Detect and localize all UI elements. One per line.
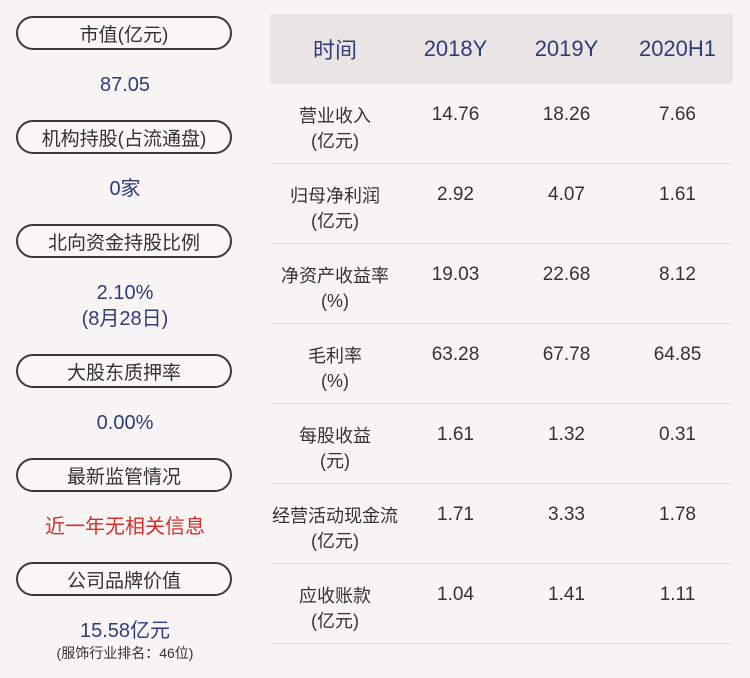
row-label-unit: (亿元)	[311, 611, 359, 631]
cell-2020h1: 64.85	[653, 344, 702, 365]
row-label-name: 归母净利润	[290, 186, 380, 206]
table-row: 营业收入 (亿元) 14.76 18.26 7.66	[270, 84, 733, 164]
cell-2020h1: 1.61	[659, 184, 696, 205]
row-label-name: 净资产收益率	[281, 266, 389, 286]
table-row: 净资产收益率 (%) 19.03 22.68 8.12	[270, 244, 733, 324]
institutional-holding-label: 机构持股(占流通盘)	[16, 120, 232, 154]
cell-2018y: 19.03	[431, 264, 480, 285]
brand-value-value: 15.58亿元	[79, 620, 171, 642]
header-time: 时间	[312, 38, 357, 63]
row-label-name: 经营活动现金流	[272, 506, 398, 526]
summary-panel: 市值(亿元) 87.05 机构持股(占流通盘) 0家 北向资金持股比例 2.10…	[0, 0, 250, 678]
cell-2018y: 2.92	[437, 184, 474, 205]
pledge-ratio-label: 大股东质押率	[16, 354, 232, 388]
table-row: 毛利率 (%) 63.28 67.78 64.85	[270, 324, 733, 404]
cell-2019y: 18.26	[542, 104, 591, 125]
cell-2019y: 1.41	[548, 584, 585, 605]
financial-table: 时间 2018Y 2019Y 2020H1 营业收入 (亿元) 14.76 18…	[270, 14, 733, 644]
institutional-holding-value: 0家	[109, 178, 141, 200]
cell-2020h1: 7.66	[659, 104, 696, 125]
cell-2020h1: 1.78	[659, 504, 696, 525]
cell-2018y: 14.76	[431, 104, 480, 125]
row-label: 净资产收益率 (%)	[270, 244, 400, 323]
row-label: 每股收益 (元)	[270, 404, 400, 483]
header-2020h1: 2020H1	[638, 36, 717, 61]
northbound-holding-label: 北向资金持股比例	[16, 224, 232, 258]
table-header: 时间 2018Y 2019Y 2020H1	[270, 14, 733, 84]
row-label-unit: (亿元)	[311, 211, 359, 231]
northbound-holding-value: 2.10%	[96, 282, 154, 304]
cell-2019y: 67.78	[542, 344, 591, 365]
row-label: 毛利率 (%)	[270, 324, 400, 403]
row-label-name: 每股收益	[299, 426, 371, 446]
cell-2019y: 22.68	[542, 264, 591, 285]
header-2018y: 2018Y	[423, 36, 488, 61]
row-label: 营业收入 (亿元)	[270, 84, 400, 163]
header-2019y: 2019Y	[534, 36, 599, 61]
cell-2018y: 1.61	[437, 424, 474, 445]
row-label: 归母净利润 (亿元)	[270, 164, 400, 243]
row-label-unit: (元)	[320, 451, 350, 471]
cell-2018y: 1.04	[437, 584, 474, 605]
row-label-name: 营业收入	[299, 106, 371, 126]
cell-2020h1: 0.31	[659, 424, 696, 445]
table-row: 应收账款 (亿元) 1.04 1.41 1.11	[270, 564, 733, 644]
row-label-unit: (亿元)	[311, 131, 359, 151]
row-label-unit: (%)	[321, 291, 349, 311]
northbound-holding-date: (8月28日)	[81, 308, 169, 330]
row-label-name: 应收账款	[299, 586, 371, 606]
table-row: 经营活动现金流 (亿元) 1.71 3.33 1.78	[270, 484, 733, 564]
table-row: 每股收益 (元) 1.61 1.32 0.31	[270, 404, 733, 484]
row-label: 经营活动现金流 (亿元)	[270, 484, 400, 563]
row-label-unit: (%)	[321, 371, 349, 391]
cell-2018y: 63.28	[431, 344, 480, 365]
row-label: 应收账款 (亿元)	[270, 564, 400, 643]
cell-2019y: 4.07	[548, 184, 585, 205]
market-cap-label: 市值(亿元)	[16, 16, 232, 50]
cell-2019y: 1.32	[548, 424, 585, 445]
cell-2020h1: 8.12	[659, 264, 696, 285]
cell-2019y: 3.33	[548, 504, 585, 525]
regulatory-status-value: 近一年无相关信息	[45, 516, 205, 538]
cell-2020h1: 1.11	[659, 584, 696, 605]
pledge-ratio-value: 0.00%	[96, 412, 154, 434]
cell-2018y: 1.71	[437, 504, 474, 525]
table-row: 归母净利润 (亿元) 2.92 4.07 1.61	[270, 164, 733, 244]
brand-value-rank-note: (服饰行业排名：46位)	[56, 645, 194, 661]
regulatory-status-label: 最新监管情况	[16, 458, 232, 492]
brand-value-label: 公司品牌价值	[16, 562, 232, 596]
row-label-unit: (亿元)	[311, 531, 359, 551]
market-cap-value: 87.05	[99, 74, 151, 96]
row-label-name: 毛利率	[308, 346, 362, 366]
